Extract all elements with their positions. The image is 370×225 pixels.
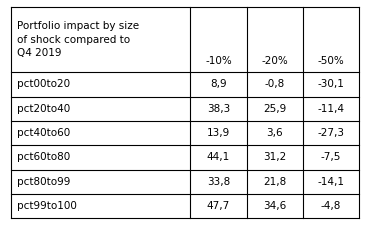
- Text: 25,9: 25,9: [263, 104, 286, 114]
- Text: pct20to40: pct20to40: [17, 104, 70, 114]
- Text: 38,3: 38,3: [207, 104, 230, 114]
- Text: -11,4: -11,4: [317, 104, 344, 114]
- Text: 34,6: 34,6: [263, 201, 286, 211]
- Text: pct40to60: pct40to60: [17, 128, 70, 138]
- Text: -10%: -10%: [205, 56, 232, 65]
- Text: 33,8: 33,8: [207, 177, 230, 187]
- Text: 47,7: 47,7: [207, 201, 230, 211]
- Text: pct60to80: pct60to80: [17, 153, 70, 162]
- Text: -4,8: -4,8: [321, 201, 341, 211]
- Text: 13,9: 13,9: [207, 128, 230, 138]
- Text: -27,3: -27,3: [317, 128, 344, 138]
- Text: pct99to100: pct99to100: [17, 201, 77, 211]
- Text: -20%: -20%: [261, 56, 288, 65]
- Text: -30,1: -30,1: [317, 79, 344, 90]
- Text: 3,6: 3,6: [266, 128, 283, 138]
- Text: 21,8: 21,8: [263, 177, 286, 187]
- Text: 8,9: 8,9: [210, 79, 227, 90]
- Text: -0,8: -0,8: [265, 79, 285, 90]
- Text: -14,1: -14,1: [317, 177, 344, 187]
- Text: 44,1: 44,1: [207, 153, 230, 162]
- Text: -7,5: -7,5: [321, 153, 341, 162]
- Text: -50%: -50%: [318, 56, 344, 65]
- Text: pct00to20: pct00to20: [17, 79, 70, 90]
- Text: pct80to99: pct80to99: [17, 177, 70, 187]
- Text: 31,2: 31,2: [263, 153, 286, 162]
- Text: Portfolio impact by size
of shock compared to
Q4 2019: Portfolio impact by size of shock compar…: [17, 21, 139, 58]
